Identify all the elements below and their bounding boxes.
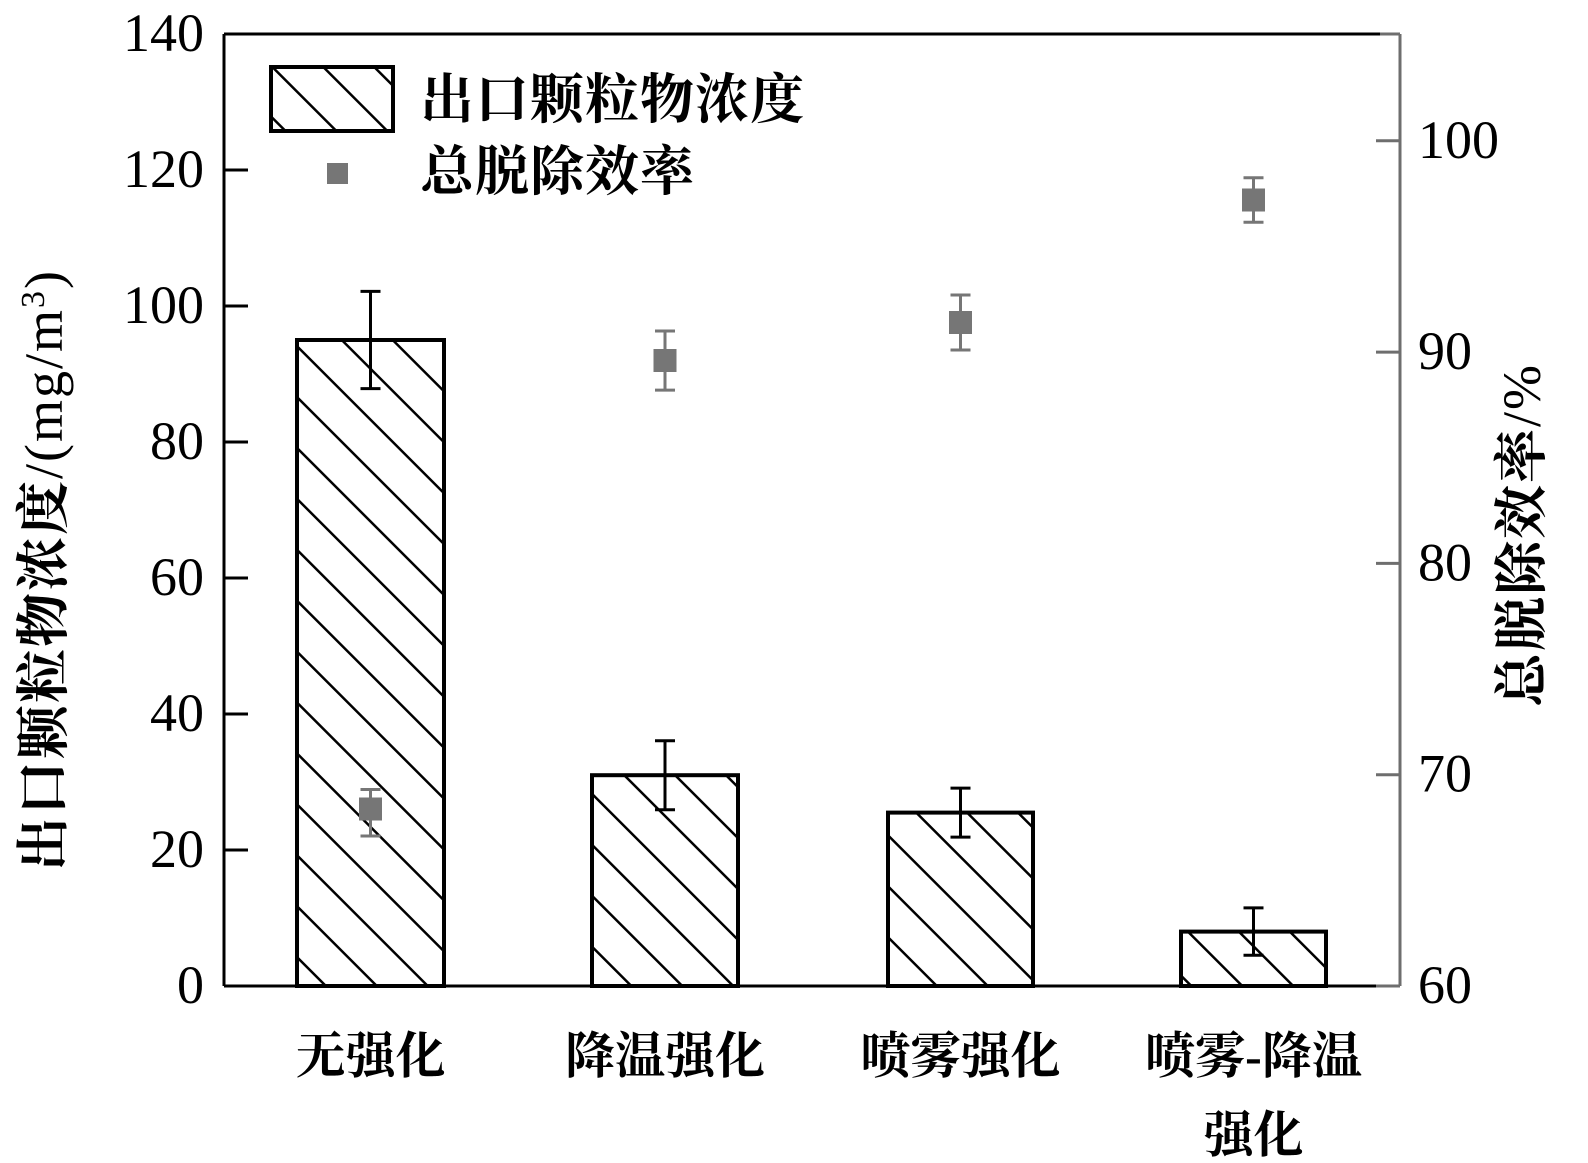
svg-text:80: 80 — [150, 411, 204, 471]
svg-text:0: 0 — [177, 955, 204, 1015]
svg-text:喷雾-降温: 喷雾-降温 — [1145, 1028, 1362, 1084]
svg-text:总脱除效率: 总脱除效率 — [420, 142, 695, 202]
svg-text:60: 60 — [1418, 955, 1472, 1015]
svg-text:140: 140 — [123, 3, 204, 63]
svg-text:总脱除效率/%: 总脱除效率/% — [1492, 363, 1552, 707]
svg-text:40: 40 — [150, 683, 204, 743]
svg-text:喷雾强化: 喷雾强化 — [861, 1028, 1061, 1084]
svg-text:80: 80 — [1418, 532, 1472, 592]
svg-text:70: 70 — [1418, 744, 1472, 804]
svg-text:90: 90 — [1418, 321, 1472, 381]
svg-text:20: 20 — [150, 819, 204, 879]
svg-text:100: 100 — [1418, 110, 1499, 170]
svg-text:出口颗粒物浓度/(mg/m3): 出口颗粒物浓度/(mg/m3) — [14, 269, 74, 871]
svg-text:降温强化: 降温强化 — [565, 1028, 765, 1084]
svg-text:60: 60 — [150, 547, 204, 607]
svg-text:强化: 强化 — [1204, 1107, 1304, 1163]
svg-text:120: 120 — [123, 139, 204, 199]
svg-text:无强化: 无强化 — [296, 1028, 446, 1084]
svg-text:100: 100 — [123, 275, 204, 335]
svg-text:出口颗粒物浓度: 出口颗粒物浓度 — [420, 70, 805, 130]
